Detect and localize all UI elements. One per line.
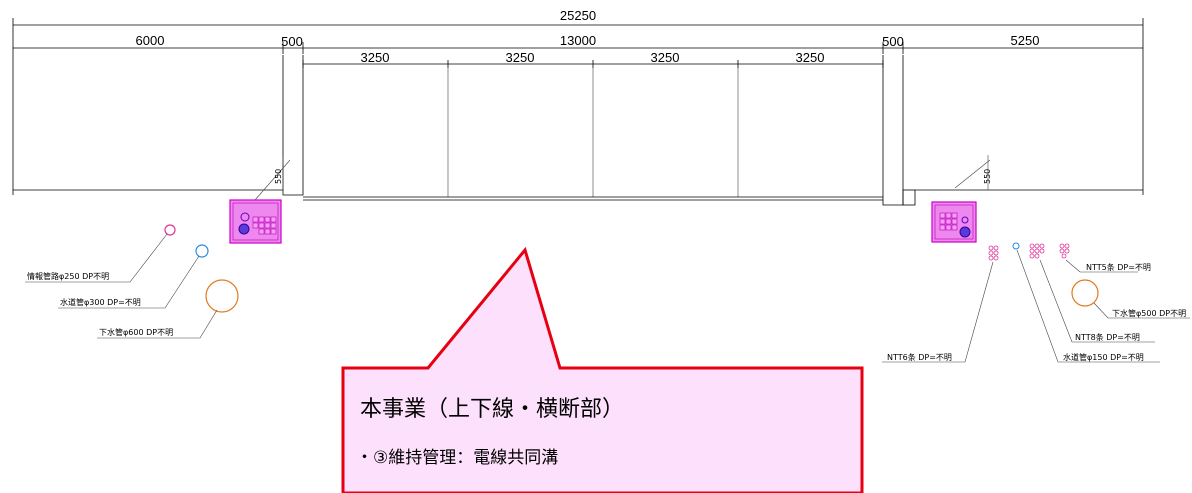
- info-conduit-circle: [164, 224, 176, 236]
- dim-lane-1: 3250: [361, 50, 390, 65]
- dim-right-separator: 500: [882, 34, 904, 49]
- road-structure: [13, 55, 1143, 206]
- dim-roadway: 13000: [560, 33, 596, 48]
- dim-total: 25250: [560, 8, 596, 23]
- dim-right-sidewalk: 5250: [1011, 33, 1040, 48]
- left-label-sewer-pipe: 下水管φ600 DP不明: [99, 327, 173, 337]
- right-utilities: NTT5条 DP=不明 下水管φ500 DP不明 NTT8条 DP=不明 水道管…: [882, 242, 1190, 363]
- right-water-pipe-circle: [1012, 242, 1020, 250]
- sewer-pipe-circle: [205, 279, 239, 313]
- left-depth-label: 550: [274, 169, 283, 184]
- lane-dimensions: 3250 3250 3250 3250: [302, 50, 884, 68]
- left-label-info-conduit: 情報管路φ250 DP不明: [27, 271, 109, 281]
- callout-subtitle: ・③維持管理：電線共同溝: [356, 448, 558, 468]
- dim-lane-3: 3250: [651, 50, 680, 65]
- dim-lane-2: 3250: [506, 50, 535, 65]
- callout-title: 本事業（上下線・横断部）: [360, 397, 624, 422]
- right-cable-duct-box: [931, 201, 977, 243]
- section-dimensions: 6000 500 13000 500 5250: [13, 33, 1143, 54]
- left-cable-duct-box: [229, 199, 282, 244]
- left-utilities: 情報管路φ250 DP不明 水道管φ300 DP=不明 下水管φ600 DP不明: [25, 224, 239, 339]
- water-pipe-circle: [195, 244, 209, 258]
- dim-lane-4: 3250: [796, 50, 825, 65]
- right-sewer-pipe-circle: [1071, 279, 1099, 307]
- right-depth-label: 550: [983, 169, 992, 184]
- overall-dimension: 25250: [12, 8, 1144, 195]
- right-label-sewer-pipe: 下水管φ500 DP不明: [1112, 308, 1186, 318]
- right-label-water-pipe: 水道管φ150 DP=不明: [1063, 352, 1144, 362]
- right-label-ntt8: NTT8条 DP=不明: [1075, 332, 1140, 342]
- right-label-ntt6: NTT6条 DP=不明: [887, 352, 952, 362]
- left-depth-annotation: 550: [254, 155, 291, 201]
- left-label-water-pipe: 水道管φ300 DP=不明: [60, 297, 141, 307]
- right-label-ntt5: NTT5条 DP=不明: [1086, 262, 1151, 272]
- right-depth-annotation: 550: [954, 155, 992, 190]
- dim-left-sidewalk: 6000: [136, 33, 165, 48]
- project-callout: 本事業（上下線・横断部） ・③維持管理：電線共同溝: [341, 246, 864, 493]
- dim-left-separator: 500: [281, 34, 303, 49]
